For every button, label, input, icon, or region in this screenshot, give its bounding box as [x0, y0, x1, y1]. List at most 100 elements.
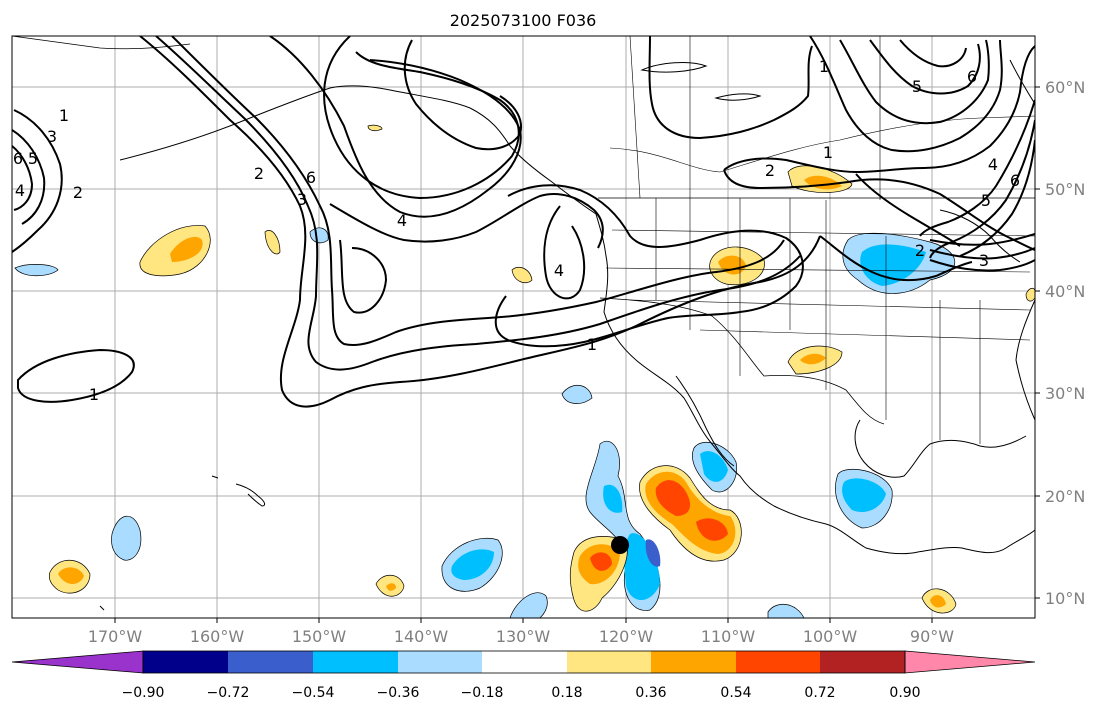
- anomaly-positive: [170, 236, 203, 262]
- contour-line: [648, 36, 813, 140]
- anomaly-negative: [700, 451, 728, 482]
- colorbar-tick-label: 0.54: [720, 685, 751, 701]
- anomaly-negative: [860, 244, 926, 286]
- anomaly-positive: [367, 124, 383, 132]
- contour-line: [12, 109, 63, 253]
- contour-label: 6: [13, 149, 23, 168]
- map-title: 2025073100 F036: [450, 11, 597, 30]
- contour-line: [17, 348, 135, 403]
- anomaly-negative: [451, 549, 494, 580]
- contour-label: 4: [554, 261, 564, 280]
- colorbar-bin: [398, 651, 482, 673]
- province-line: [609, 115, 1035, 173]
- state-line: [699, 329, 1031, 341]
- contour-line: [329, 192, 604, 249]
- contour-line: [723, 45, 1035, 174]
- longitude-label: 150°W: [292, 627, 347, 646]
- colorbar-tick-label: −0.90: [122, 685, 165, 701]
- province-line: [629, 36, 641, 199]
- contour-lines: [12, 36, 1035, 408]
- axis-ticks: [114, 86, 1040, 623]
- contour-label: 4: [988, 155, 998, 174]
- shaded-anomalies: [14, 124, 1035, 618]
- coastline: [854, 419, 1027, 478]
- longitude-label: 140°W: [394, 627, 449, 646]
- colorbar-bin: [736, 651, 820, 673]
- contour-line: [403, 39, 522, 151]
- state-line: [605, 267, 1031, 273]
- colorbar-tick-labels: −0.90 −0.72 −0.54 −0.36 −0.18 0.18 0.36 …: [122, 685, 921, 701]
- contour-line: [899, 39, 967, 68]
- contour-line: [339, 239, 388, 314]
- contour-label: 6: [306, 168, 316, 187]
- contour-label: 4: [397, 211, 407, 230]
- anomaly-negative: [309, 227, 329, 244]
- anomaly-negative: [842, 478, 886, 513]
- longitude-label: 160°W: [190, 627, 245, 646]
- contour-line: [929, 119, 1035, 259]
- island: [99, 605, 105, 611]
- contour-label: 3: [297, 190, 307, 209]
- contour-line: [929, 259, 1035, 272]
- state-line: [629, 299, 1031, 311]
- colorbar-extend-low: [12, 651, 143, 673]
- colorbar-outline: [904, 650, 1036, 674]
- coastline: [1015, 299, 1035, 421]
- contour-line: [809, 36, 1003, 153]
- longitude-labels: 170°W 160°W 150°W 140°W 130°W 120°W 110°…: [88, 627, 954, 646]
- anomaly-negative: [111, 515, 142, 561]
- contour-line: [869, 39, 981, 95]
- contour-line: [819, 235, 973, 282]
- colorbar-tick-label: 0.18: [551, 685, 582, 701]
- contour-label: 4: [15, 181, 25, 200]
- border: [599, 297, 885, 425]
- contour-label: 2: [254, 164, 264, 183]
- storm-location-marker: [611, 536, 629, 554]
- contour-label: 2: [765, 161, 775, 180]
- coastline: [12, 36, 191, 50]
- contour-label: 5: [912, 77, 922, 96]
- longitude-label: 130°W: [496, 627, 551, 646]
- colorbar: −0.90 −0.72 −0.54 −0.36 −0.18 0.18 0.36 …: [11, 650, 1036, 701]
- contour-line: [12, 145, 34, 211]
- lake-outline: [714, 93, 762, 101]
- contour-label: 3: [47, 127, 57, 146]
- anomaly-positive: [800, 353, 826, 365]
- contour-label: 3: [979, 251, 989, 270]
- contour-label: 6: [967, 67, 977, 86]
- longitude-label: 100°W: [803, 627, 858, 646]
- contour-line: [494, 184, 804, 348]
- longitude-label: 170°W: [88, 627, 143, 646]
- contour-label: 1: [587, 335, 597, 354]
- contour-line: [155, 36, 801, 371]
- colorbar-bin: [820, 651, 905, 673]
- lake-outline: [640, 62, 708, 73]
- colorbar-bin: [651, 651, 736, 673]
- contour-label: 5: [981, 191, 991, 210]
- latitude-labels: 60°N 50°N 40°N 30°N 20°N 10°N: [1045, 78, 1085, 608]
- anomaly-positive: [696, 518, 728, 541]
- anomaly-positive: [930, 595, 946, 608]
- anomaly-positive: [58, 567, 84, 584]
- contour-line: [723, 169, 1035, 251]
- anomaly-positive: [386, 583, 396, 591]
- contour-label: 2: [73, 183, 83, 202]
- map-panel: 1 3 5 6 4 2 1 2 3 6 4 4 1 2 1 5 6 2 4 6: [11, 35, 1085, 646]
- anomaly-positive: [1025, 287, 1035, 302]
- contour-line: [959, 139, 1035, 257]
- longitude-label: 90°W: [910, 627, 954, 646]
- anomaly-negative: [603, 484, 623, 513]
- colorbar-tick-label: 0.36: [635, 685, 666, 701]
- anomaly-positive: [655, 480, 691, 516]
- colorbar-extend-high: [905, 651, 1035, 673]
- longitude-label: 120°W: [599, 627, 654, 646]
- latitude-label: 50°N: [1045, 180, 1085, 199]
- colorbar-bin: [228, 651, 313, 673]
- latitude-label: 30°N: [1045, 384, 1085, 403]
- hawaii-islands: [211, 475, 266, 507]
- contour-line: [929, 247, 1035, 260]
- colorbar-tick-label: −0.36: [377, 685, 420, 701]
- latitude-label: 10°N: [1045, 589, 1085, 608]
- anomaly-positive: [590, 552, 612, 571]
- anomaly-negative: [645, 539, 661, 567]
